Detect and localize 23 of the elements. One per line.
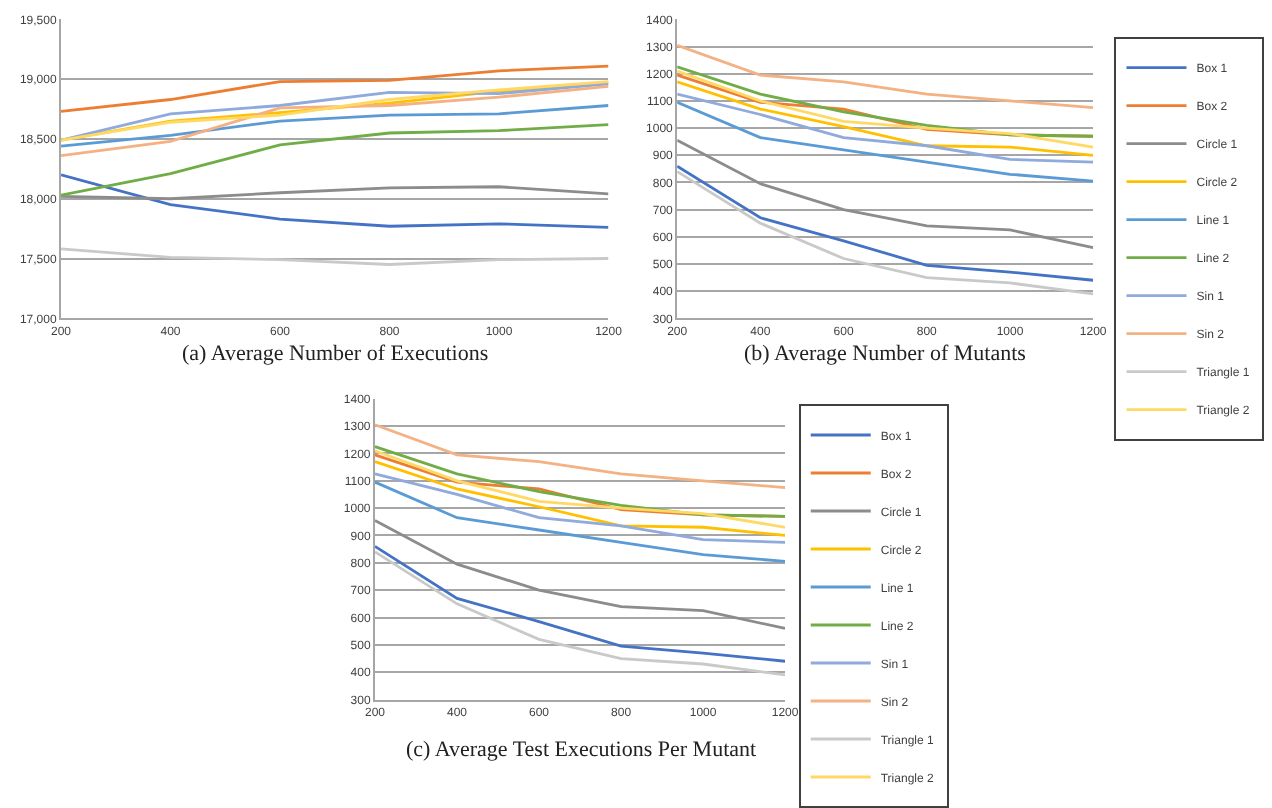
text: (c) Average Test Executions Per Mutant <box>406 738 757 762</box>
line-series <box>61 104 609 148</box>
line-series <box>677 164 1094 282</box>
line-series <box>61 84 609 158</box>
line-series <box>61 247 609 266</box>
text: (a) Average Number of Executions <box>182 342 489 366</box>
line-series <box>374 423 786 490</box>
line-series <box>374 449 786 529</box>
line-series <box>677 170 1094 296</box>
line-series <box>61 173 609 229</box>
line-series <box>374 472 786 544</box>
line-series <box>374 480 786 563</box>
line-series <box>677 138 1094 250</box>
line-series <box>61 123 609 197</box>
line-series <box>61 64 609 113</box>
line-series <box>677 100 1094 183</box>
text: (b) Average Number of Mutants <box>744 342 1026 366</box>
line-series <box>677 43 1094 110</box>
line-series <box>374 460 786 537</box>
line-series <box>677 80 1094 157</box>
line-series <box>677 69 1094 149</box>
line-series <box>374 519 786 630</box>
line-series <box>677 92 1094 164</box>
